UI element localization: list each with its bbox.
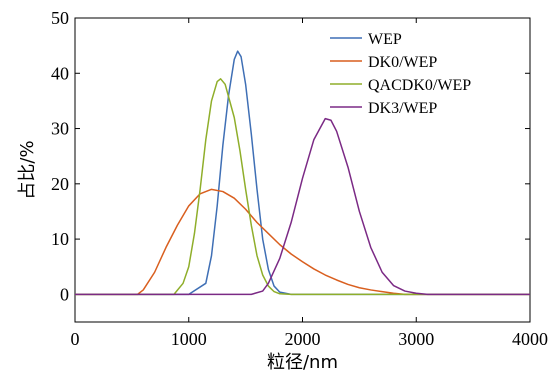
y-tick-label: 40 xyxy=(51,63,69,83)
y-axis-title: 占比/% xyxy=(17,140,38,199)
x-tick-label: 0 xyxy=(71,329,80,349)
legend-label: DK0/WEP xyxy=(368,54,437,71)
x-tick-label: 3000 xyxy=(398,329,434,349)
y-tick-label: 0 xyxy=(60,284,69,304)
x-tick-label: 1000 xyxy=(171,329,207,349)
series-line-2 xyxy=(75,78,530,296)
legend-label: DK3/WEP xyxy=(368,100,437,117)
axis-ticks: 0 1000 2000 3000 4000 0 10 20 30 40 50 xyxy=(51,8,548,349)
x-tick-label: 2000 xyxy=(285,329,321,349)
y-tick-label: 10 xyxy=(51,229,69,249)
series-line-0 xyxy=(75,50,530,296)
y-tick-label: 20 xyxy=(51,174,69,194)
y-tick-label: 50 xyxy=(51,8,69,28)
series-line-1 xyxy=(75,188,530,296)
legend: WEP DK0/WEP QACDK0/WEP DK3/WEP xyxy=(330,31,471,117)
x-axis-title: 粒径/nm xyxy=(267,352,338,373)
series-group xyxy=(75,50,530,296)
plot-frame xyxy=(74,17,531,323)
series-line-3 xyxy=(75,117,530,296)
y-tick-label: 30 xyxy=(51,119,69,139)
x-tick-label: 4000 xyxy=(512,329,548,349)
legend-label: QACDK0/WEP xyxy=(368,77,471,94)
legend-label: WEP xyxy=(368,31,402,48)
